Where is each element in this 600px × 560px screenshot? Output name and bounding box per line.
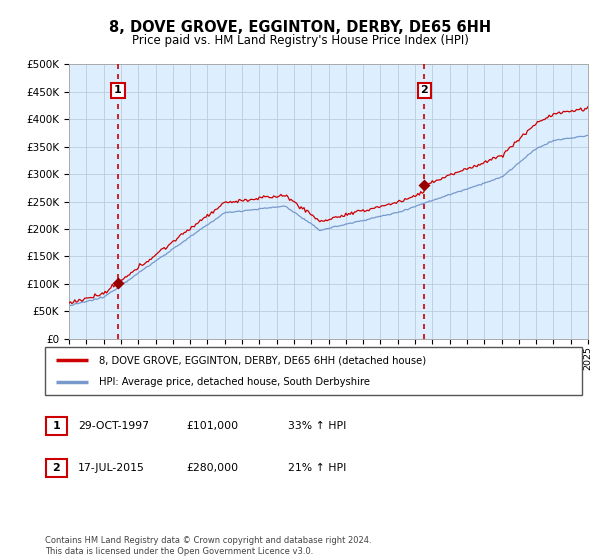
Text: 17-JUL-2015: 17-JUL-2015 (78, 463, 145, 473)
Text: 33% ↑ HPI: 33% ↑ HPI (288, 421, 346, 431)
Text: 21% ↑ HPI: 21% ↑ HPI (288, 463, 346, 473)
Text: Price paid vs. HM Land Registry's House Price Index (HPI): Price paid vs. HM Land Registry's House … (131, 34, 469, 46)
Text: Contains HM Land Registry data © Crown copyright and database right 2024.
This d: Contains HM Land Registry data © Crown c… (45, 536, 371, 556)
FancyBboxPatch shape (46, 417, 67, 435)
FancyBboxPatch shape (45, 347, 582, 395)
Text: 1: 1 (53, 421, 60, 431)
Text: £280,000: £280,000 (186, 463, 238, 473)
Text: 2: 2 (421, 86, 428, 95)
Text: 8, DOVE GROVE, EGGINTON, DERBY, DE65 6HH (detached house): 8, DOVE GROVE, EGGINTON, DERBY, DE65 6HH… (98, 355, 426, 365)
FancyBboxPatch shape (46, 459, 67, 477)
Text: 8, DOVE GROVE, EGGINTON, DERBY, DE65 6HH: 8, DOVE GROVE, EGGINTON, DERBY, DE65 6HH (109, 20, 491, 35)
Text: HPI: Average price, detached house, South Derbyshire: HPI: Average price, detached house, Sout… (98, 377, 370, 387)
Text: 1: 1 (114, 86, 122, 95)
Text: 29-OCT-1997: 29-OCT-1997 (78, 421, 149, 431)
Text: £101,000: £101,000 (186, 421, 238, 431)
Text: 2: 2 (53, 463, 60, 473)
